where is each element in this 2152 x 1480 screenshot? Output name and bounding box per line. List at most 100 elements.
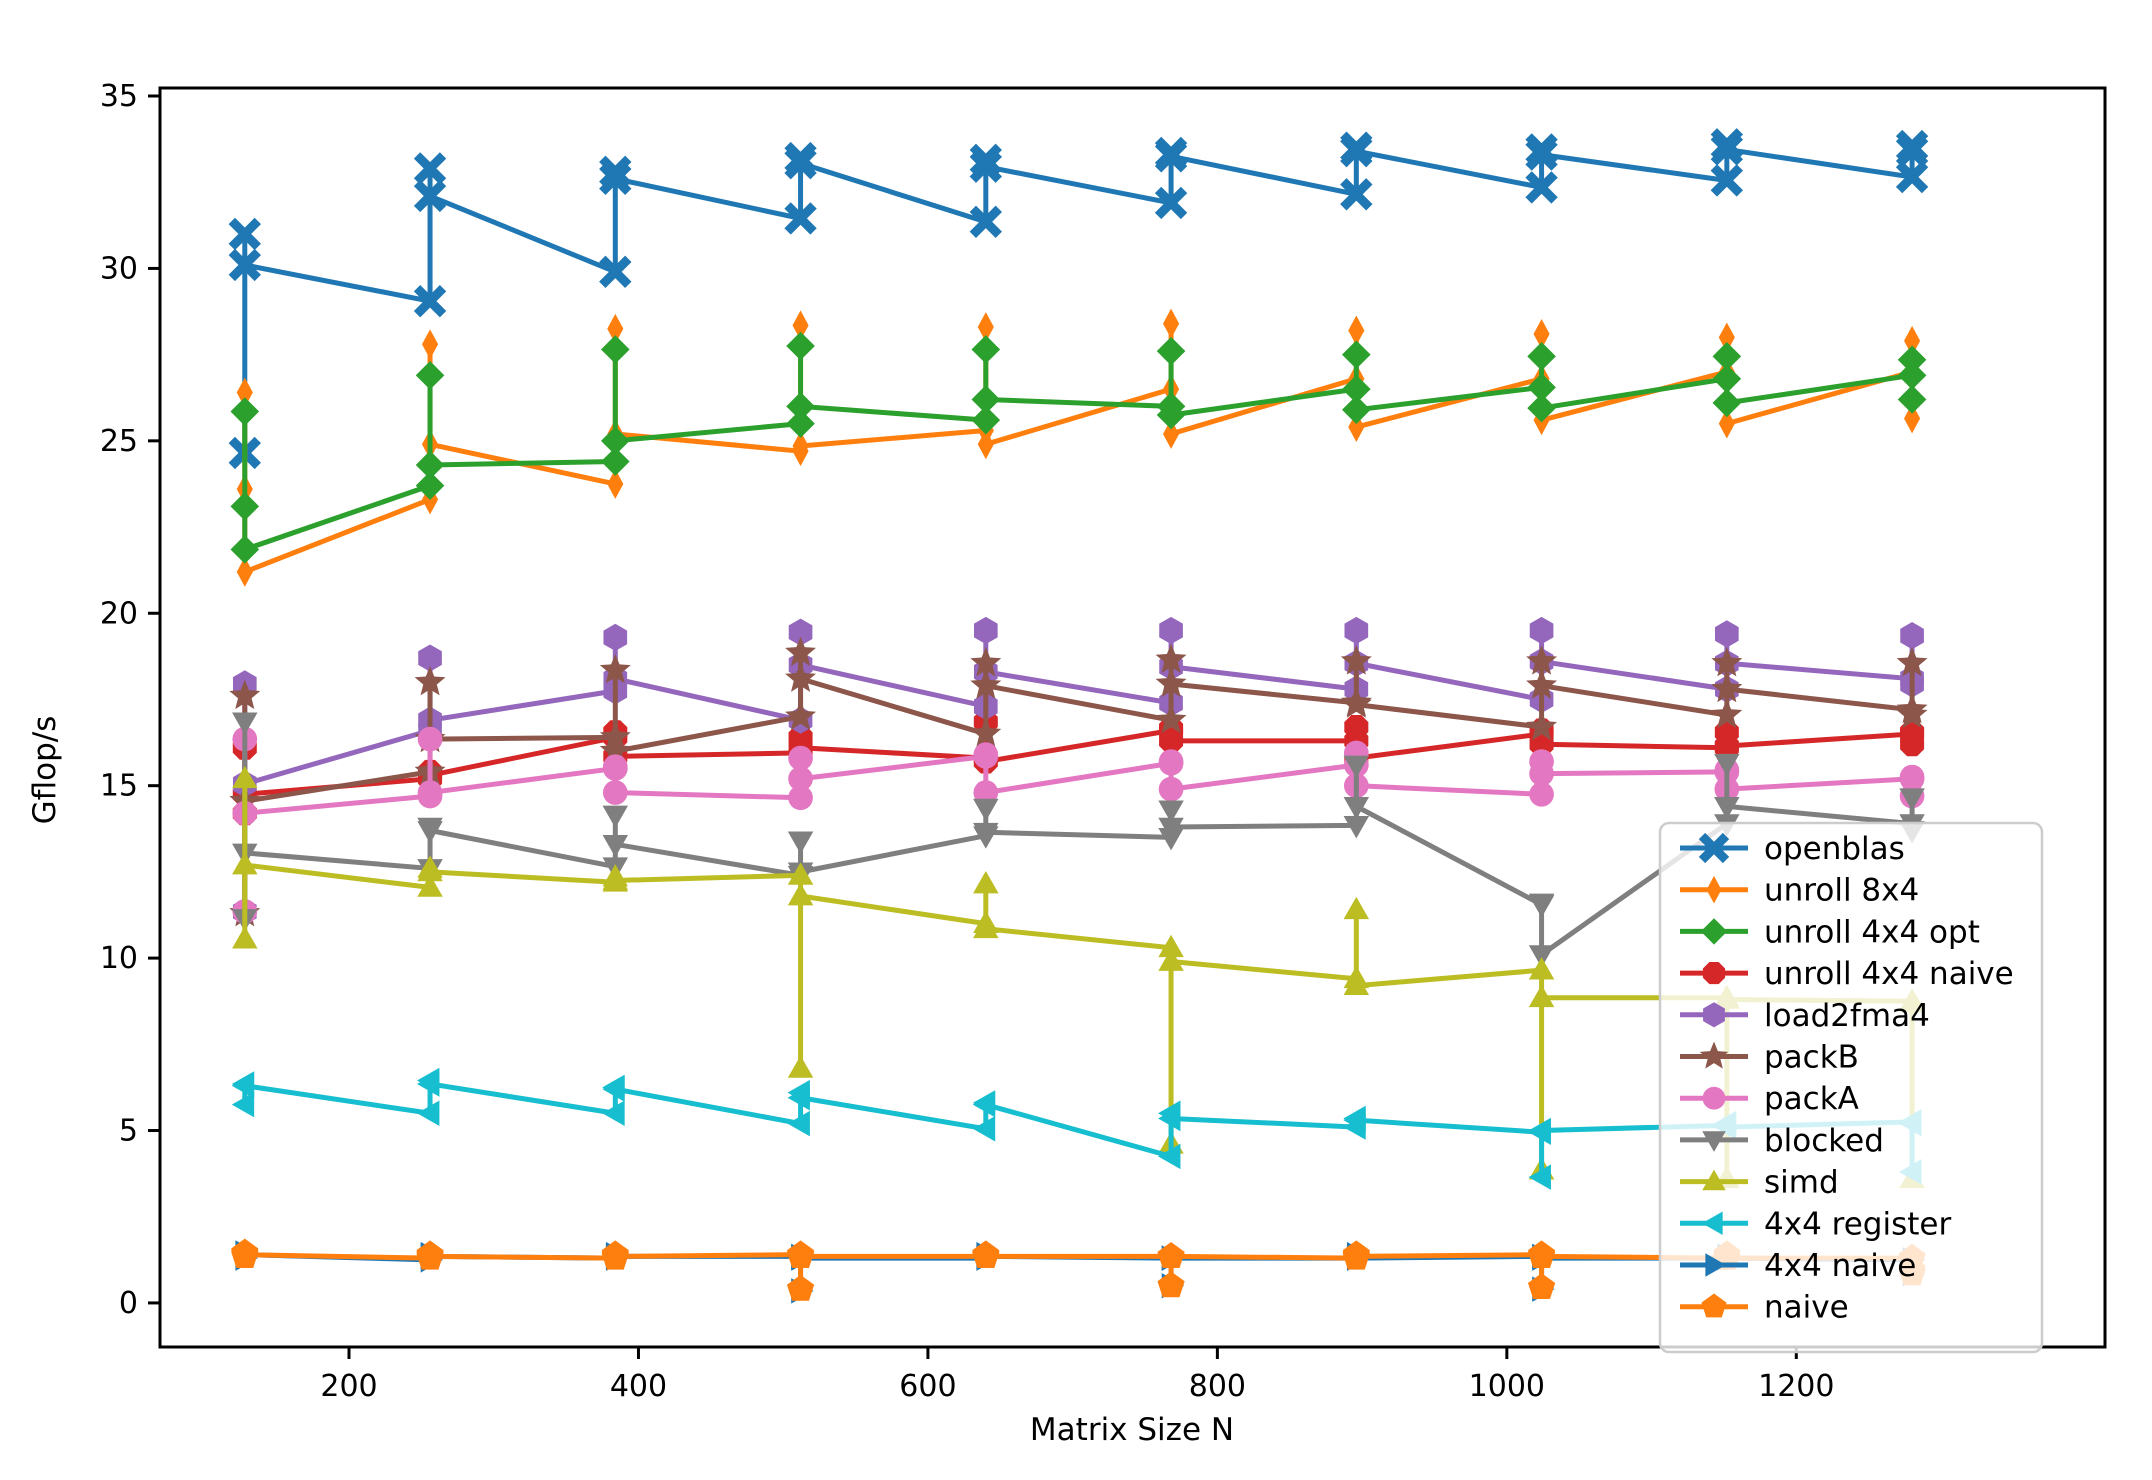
h-marker-icon [1344,616,1369,645]
o-marker-icon [1529,761,1554,786]
d-marker-icon [607,313,624,344]
v-marker-icon [1158,800,1184,823]
<-marker-icon [972,1091,996,1118]
legend-item-blocked: blocked [1680,1123,1884,1159]
legend-label-4x4-register: 4x4 register [1764,1206,1951,1242]
8-marker-icon [1344,715,1369,740]
x-tick-600: 600 [899,1369,956,1404]
h-marker-icon [1529,616,1554,645]
d-marker-icon [1718,322,1735,353]
*-marker-icon [599,734,631,765]
^-marker-icon [787,1055,814,1078]
D-marker-icon [1897,385,1927,414]
D-marker-icon [1156,400,1186,430]
X-marker-icon [228,248,261,282]
^-marker-icon [973,870,999,894]
D-marker-icon [1527,373,1556,402]
legend-label-load2fma4: load2fma4 [1764,998,1930,1034]
D-marker-icon [971,385,1001,414]
D-marker-icon [415,361,445,390]
d-marker-icon [236,377,253,408]
v-marker-icon [1528,893,1555,916]
D-marker-icon [1342,374,1371,404]
y-tick-20: 20 [100,596,138,631]
legend-item-packb: packB [1680,1040,1859,1076]
<-marker-icon [1528,1117,1551,1144]
v-marker-icon [1343,797,1370,820]
X-marker-icon [1154,140,1188,173]
legend-item-packa: packA [1680,1081,1859,1117]
p-marker-icon [1701,1293,1727,1318]
p-marker-icon [601,1242,629,1268]
<-marker-icon [1158,1105,1181,1132]
v-marker-icon [232,712,258,735]
o-marker-icon [788,785,813,811]
*-marker-icon [1711,672,1743,703]
x-tick-1200: 1200 [1758,1369,1834,1404]
^-marker-icon [1702,1169,1726,1191]
X-marker-icon [599,162,632,195]
8-marker-icon [1714,734,1739,759]
d-marker-icon [792,310,809,341]
<-marker-icon [972,1116,996,1142]
*-marker-icon [970,647,1002,677]
v-marker-icon [602,805,629,828]
axes-frame [158,86,2107,1349]
series-openblas [228,128,1929,470]
legend-item-unroll-4x4-opt: unroll 4x4 opt [1680,914,1980,950]
p-marker-icon [786,1274,815,1301]
<-marker-icon [602,1100,625,1127]
v-marker-icon [1158,817,1184,841]
y-tick-30: 30 [100,251,138,286]
legend-item-4x4-register: 4x4 register [1680,1206,1951,1242]
o-marker-icon [973,742,999,767]
X-marker-icon [1710,133,1744,166]
v-marker-icon [1528,945,1555,968]
x-tick-1000: 1000 [1469,1369,1545,1404]
o-marker-icon [417,780,443,805]
X-marker-icon [599,155,632,189]
legend-label-openblas: openblas [1764,831,1905,867]
D-marker-icon [1342,395,1371,425]
X-marker-icon [1895,160,1929,194]
d-marker-icon [792,431,809,461]
d-marker-icon [977,429,994,460]
X-marker-icon [969,205,1002,239]
p-marker-icon [786,1242,815,1268]
*-marker-icon [1155,703,1187,734]
<-marker-icon [1702,1211,1723,1236]
8-marker-icon [1529,732,1554,757]
p-marker-icon [972,1242,1000,1268]
D-marker-icon [1527,342,1556,371]
<-marker-icon [1158,1143,1181,1170]
h-marker-icon [973,616,998,645]
series-unroll-8x4 [236,308,1921,587]
X-marker-icon [1525,171,1558,204]
y-tick-15: 15 [100,769,138,804]
*-marker-icon [1526,669,1558,699]
^-marker-icon [1528,957,1555,980]
X-marker-icon [1698,832,1730,864]
v-marker-icon [1702,1131,1726,1152]
*-marker-icon [970,669,1002,699]
D-marker-icon [971,335,1001,364]
d-marker-icon [1706,875,1722,904]
p-marker-icon [1157,1271,1185,1298]
x-tick-400: 400 [610,1369,667,1404]
v-marker-icon [417,821,443,844]
X-marker-icon [413,152,447,185]
x-axis-label: Matrix Size N [1030,1412,1234,1448]
o-marker-icon [788,766,813,792]
y-tick-0: 0 [119,1286,138,1321]
d-marker-icon [1163,308,1180,339]
*-marker-icon [785,662,817,692]
y-axis-label: Gflop/s [27,716,63,825]
d-marker-icon [1533,318,1550,349]
X-marker-icon [1895,134,1929,168]
D-marker-icon [601,447,630,476]
d-marker-icon [1348,315,1365,346]
o-marker-icon [1158,749,1184,774]
o-marker-icon [1702,1086,1726,1110]
y-tick-5: 5 [119,1114,138,1149]
<-marker-icon [787,1085,810,1111]
